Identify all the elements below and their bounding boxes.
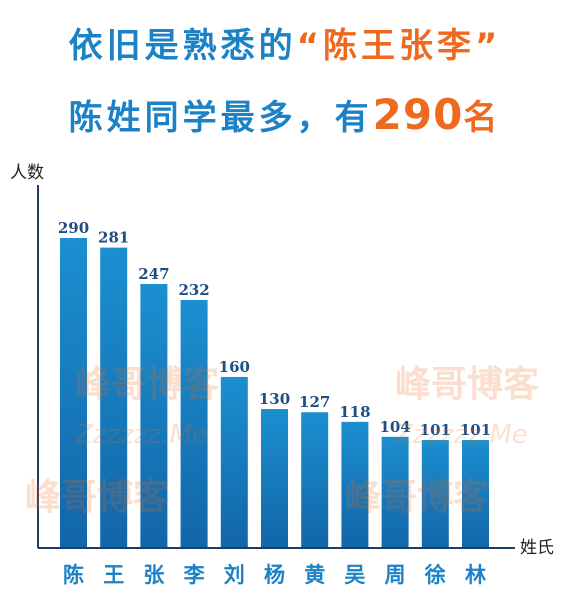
bar-张 xyxy=(140,283,168,548)
value-label: 232 xyxy=(178,281,209,299)
bar-徐 xyxy=(421,440,449,548)
headline-line-2-suffix: 名 xyxy=(463,98,502,138)
value-label: 101 xyxy=(460,421,491,439)
bar-刘 xyxy=(220,376,248,548)
value-label: 281 xyxy=(98,229,129,247)
category-label: 吴 xyxy=(344,563,365,587)
value-label: 127 xyxy=(299,393,330,411)
category-label: 徐 xyxy=(424,563,446,587)
category-label: 林 xyxy=(465,563,486,587)
category-label: 张 xyxy=(143,563,165,587)
headline-line-1: 依旧是熟悉的“陈王张李” xyxy=(0,18,570,67)
value-label: 101 xyxy=(420,421,451,439)
bar-周 xyxy=(381,436,409,548)
value-label: 290 xyxy=(58,219,89,237)
headline-line-2-text: 陈姓同学最多，有 xyxy=(68,98,373,138)
bar-黄 xyxy=(301,412,329,548)
y-axis-label: 人数 xyxy=(10,163,44,183)
bar-李 xyxy=(180,300,208,548)
bar-陈 xyxy=(60,238,87,548)
bar-杨 xyxy=(261,409,288,548)
headline-line-2: 陈姓同学最多，有290名 xyxy=(0,90,570,139)
category-label: 刘 xyxy=(224,563,245,587)
x-axis-label: 姓氏 xyxy=(520,538,554,558)
category-label: 王 xyxy=(103,563,124,587)
category-label: 杨 xyxy=(264,563,285,587)
value-label: 130 xyxy=(259,390,290,408)
category-label: 陈 xyxy=(63,563,84,587)
value-label: 247 xyxy=(138,265,169,283)
bar-林 xyxy=(462,440,489,548)
value-label: 160 xyxy=(219,358,250,376)
headline-line-1-highlight: “陈王张李” xyxy=(296,26,502,66)
value-label: 104 xyxy=(379,418,410,436)
headline-line-1-text: 依旧是熟悉的 xyxy=(68,26,297,66)
category-label: 李 xyxy=(183,563,206,587)
category-label: 周 xyxy=(385,563,406,587)
category-label: 黄 xyxy=(304,563,325,587)
bar-吴 xyxy=(341,421,369,548)
bar-王 xyxy=(100,247,128,548)
value-label: 118 xyxy=(339,403,370,421)
headline-line-2-number: 290 xyxy=(372,90,464,139)
